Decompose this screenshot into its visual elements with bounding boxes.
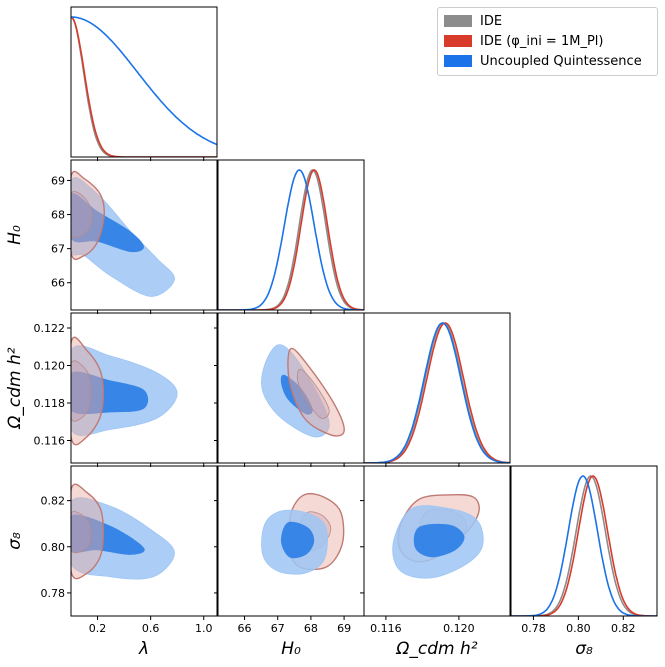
y-tick-label-omega_cdm_h2: 0.118 xyxy=(34,397,66,410)
panel-H0-vs-H0 xyxy=(218,169,364,310)
marginal-H0-ide xyxy=(218,169,364,310)
y-tick-label-H0: 69 xyxy=(51,174,65,187)
legend-swatch-ide xyxy=(444,15,472,27)
legend-item-ide: IDE xyxy=(444,12,502,30)
x-tick-label-sigma8: 0.80 xyxy=(566,622,591,635)
x-tick-label-sigma8: 0.78 xyxy=(521,622,546,635)
panel-omega_cdm_h2-vs-omega_cdm_h2 xyxy=(364,322,510,463)
y-tick-label-omega_cdm_h2: 0.122 xyxy=(34,322,66,335)
panel-frame xyxy=(70,159,218,311)
panel-frame xyxy=(70,465,218,617)
y-tick-label-sigma8: 0.82 xyxy=(41,495,66,508)
panel-H0-vs-lambda xyxy=(71,170,175,297)
marginal-lambda-uncoupled xyxy=(71,16,217,146)
x-axis-label-H0: H₀ xyxy=(281,639,301,659)
contour-inner-uncoupled xyxy=(71,193,144,253)
panel-sigma8-vs-sigma8 xyxy=(511,475,657,616)
x-tick-label-omega_cdm_h2: 0.116 xyxy=(370,622,402,635)
marginal-H0-uncoupled xyxy=(218,169,364,310)
panel-omega_cdm_h2-vs-H0 xyxy=(261,344,345,438)
marginal-lambda-ide xyxy=(71,16,217,157)
contour-inner-uncoupled xyxy=(280,374,313,415)
marginal-omega_cdm_h2-uncoupled xyxy=(364,322,510,463)
y-axis-label-sigma8: σ₈ xyxy=(5,532,25,550)
x-tick-label-H0: 67 xyxy=(271,622,285,635)
panel-sigma8-vs-H0 xyxy=(261,492,345,575)
legend-swatch-ide-phi xyxy=(444,35,472,47)
y-tick-label-omega_cdm_h2: 0.120 xyxy=(34,360,66,373)
legend-swatch-uncoupled xyxy=(444,55,472,67)
contour-inner-uncoupled xyxy=(413,523,465,558)
panel-frame xyxy=(510,465,658,617)
panel-sigma8-vs-omega_cdm_h2 xyxy=(392,493,484,579)
x-tick-label-lambda: 0.6 xyxy=(142,622,160,635)
marginal-omega_cdm_h2-ide xyxy=(364,322,510,463)
contour-inner-ide xyxy=(296,368,330,419)
legend: IDE IDE (φ_ini = 1M_Pl) Uncoupled Quinte… xyxy=(437,7,658,76)
y-tick-label-omega_cdm_h2: 0.116 xyxy=(34,435,66,448)
x-tick-label-sigma8: 0.82 xyxy=(611,622,636,635)
y-axis-label-omega_cdm_h2: Ω_cdm h² xyxy=(5,347,25,429)
y-tick-label-H0: 66 xyxy=(51,277,65,290)
legend-label-ide: IDE xyxy=(480,13,503,29)
x-axis-label-sigma8: σ₈ xyxy=(575,639,593,659)
y-tick-label-sigma8: 0.80 xyxy=(41,541,66,554)
x-tick-label-lambda: 0.2 xyxy=(89,622,107,635)
panel-frame xyxy=(363,312,511,464)
contour-outer-ide xyxy=(71,336,105,446)
panel-omega_cdm_h2-vs-lambda xyxy=(71,336,178,446)
panel-sigma8-vs-lambda xyxy=(71,483,175,580)
marginal-omega_cdm_h2-ide_phi xyxy=(364,322,510,463)
panel-frame xyxy=(217,159,365,311)
x-tick-label-H0: 68 xyxy=(304,622,318,635)
contour-inner-ide xyxy=(71,511,92,554)
legend-item-uncoupled: Uncoupled Quintessence xyxy=(444,52,642,70)
y-tick-label-sigma8: 0.78 xyxy=(41,587,66,600)
legend-label-uncoupled: Uncoupled Quintessence xyxy=(480,53,642,69)
x-axis-label-lambda: λ xyxy=(138,639,149,659)
contour-inner-ide xyxy=(71,360,92,422)
marginal-lambda-ide_phi xyxy=(71,16,217,157)
contour-inner-uncoupled xyxy=(280,521,315,559)
x-axis-label-omega_cdm_h2: Ω_cdm h² xyxy=(395,639,477,659)
y-tick-label-H0: 67 xyxy=(51,243,65,256)
x-tick-label-H0: 66 xyxy=(238,622,252,635)
marginal-H0-ide_phi xyxy=(218,169,364,310)
y-axis-label-H0: H₀ xyxy=(5,225,25,245)
x-tick-label-H0: 69 xyxy=(337,622,351,635)
x-tick-label-lambda: 1.0 xyxy=(195,622,213,635)
contour-outer-ide xyxy=(287,347,345,437)
contour-inner-ide xyxy=(71,191,93,238)
marginal-sigma8-ide_phi xyxy=(511,475,657,616)
panel-frame xyxy=(70,312,218,464)
panel-frame xyxy=(363,465,511,617)
panel-frame xyxy=(70,6,218,158)
contour-outer-ide xyxy=(71,483,105,580)
panel-lambda-vs-lambda xyxy=(71,16,217,157)
legend-label-ide-phi: IDE (φ_ini = 1M_Pl) xyxy=(480,33,604,49)
legend-item-ide-phi: IDE (φ_ini = 1M_Pl) xyxy=(444,32,603,50)
x-tick-label-omega_cdm_h2: 0.120 xyxy=(443,622,475,635)
y-tick-label-H0: 68 xyxy=(51,209,65,222)
